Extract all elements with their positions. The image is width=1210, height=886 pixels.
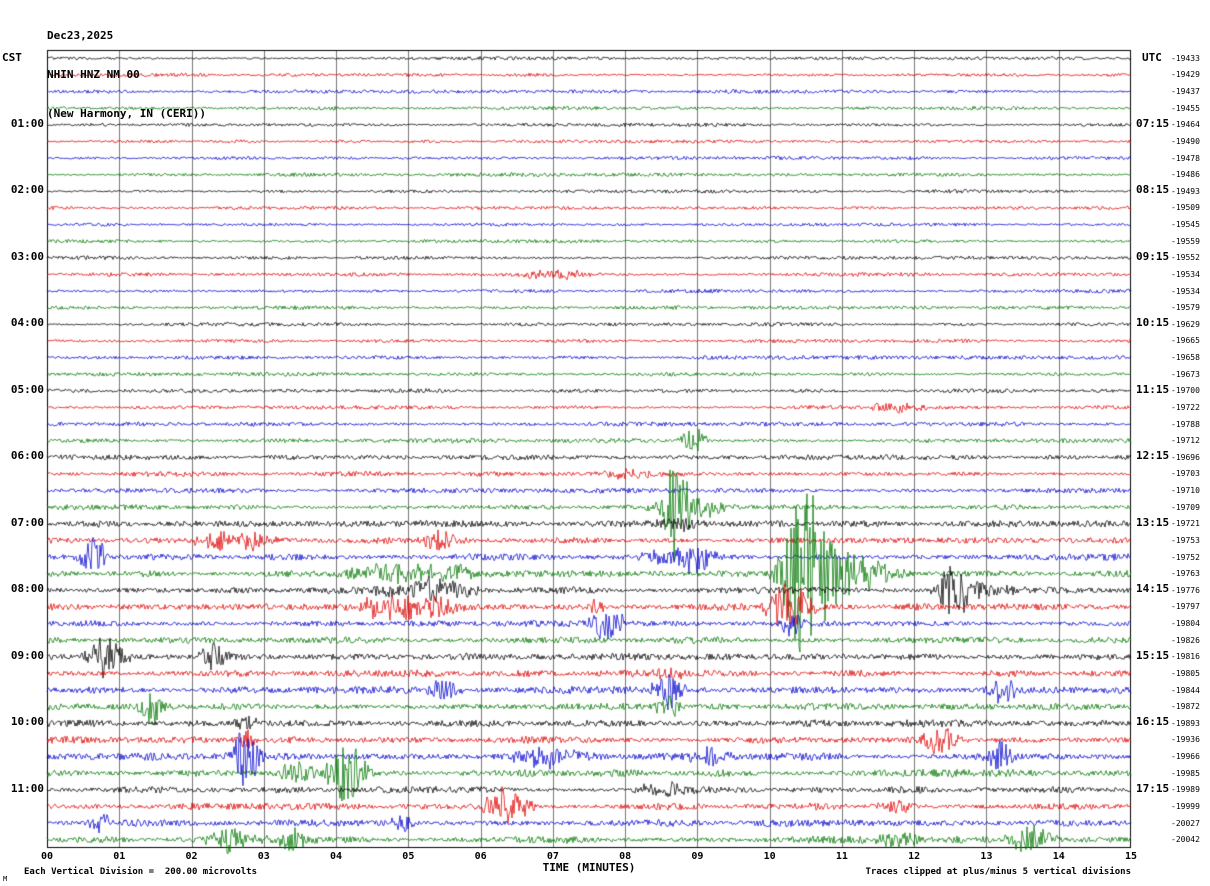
x-tick-label: 13 [980,851,993,862]
baseline-value-label: -19478 [1171,153,1200,163]
baseline-value-label: -19700 [1171,386,1200,396]
baseline-value-label: -19709 [1171,502,1200,512]
x-axis-label: TIME (MINUTES) [542,861,636,874]
right-time-label: 09:15 [1136,249,1170,263]
baseline-value-label: -19985 [1171,768,1200,778]
baseline-value-label: -19788 [1171,419,1200,429]
x-tick-label: 08 [619,851,632,862]
baseline-value-label: -19429 [1171,70,1200,80]
baseline-value-label: -19872 [1171,702,1200,712]
baseline-value-label: -20027 [1171,818,1200,828]
baseline-value-label: -19509 [1171,203,1200,213]
baseline-value-label: -19534 [1171,269,1200,279]
baseline-value-label: -19753 [1171,535,1200,545]
baseline-value-label: -19493 [1171,186,1200,196]
baseline-value-label: -19545 [1171,220,1200,230]
baseline-value-label: -19936 [1171,735,1200,745]
baseline-value-label: -19696 [1171,452,1200,462]
right-time-label: 15:15 [1136,648,1170,662]
right-time-label: 11:15 [1136,382,1170,396]
baseline-value-label: -19437 [1171,87,1200,97]
x-tick-label: 02 [185,851,198,862]
baseline-value-label: -19629 [1171,319,1200,329]
left-time-label: 05:00 [10,382,44,396]
baseline-value-label: -19776 [1171,585,1200,595]
right-time-label: 16:15 [1136,715,1170,729]
x-tick-label: 00 [40,851,54,862]
baseline-value-label: -19804 [1171,619,1200,629]
baseline-value-label: -19712 [1171,436,1200,446]
footer-clip-note: Traces clipped at plus/minus 5 vertical … [865,867,1131,877]
baseline-value-label: -19710 [1171,486,1200,496]
corner-mark: M [3,875,8,883]
baseline-value-label: -19722 [1171,402,1200,412]
baseline-value-label: -19464 [1171,120,1200,130]
right-timezone-header: UTC [1142,51,1162,64]
baseline-value-label: -19797 [1171,602,1200,612]
baseline-value-label: -19534 [1171,286,1200,296]
title-location: (New Harmony, IN (CERI)) [47,107,206,120]
x-tick-label: 14 [1052,851,1065,862]
right-time-label: 08:15 [1136,183,1170,197]
baseline-value-label: -19559 [1171,236,1200,246]
left-time-label: 01:00 [10,116,44,130]
baseline-value-label: -19486 [1171,170,1200,180]
left-time-label: 08:00 [10,582,44,596]
baseline-value-label: -19579 [1171,303,1200,313]
title-date: Dec23,2025 [47,29,114,42]
left-time-label: 06:00 [10,449,44,463]
x-tick-label: 06 [474,851,487,862]
baseline-value-label: -19893 [1171,718,1200,728]
baseline-value-label: -19673 [1171,369,1200,379]
x-tick-label: 11 [835,851,848,862]
baseline-value-label: -19844 [1171,685,1200,695]
baseline-value-label: -19966 [1171,752,1200,762]
baseline-value-label: -19433 [1171,53,1200,63]
baseline-value-label: -19658 [1171,353,1200,363]
x-tick-label: 15 [1124,851,1138,862]
x-tick-label: 10 [763,851,776,862]
right-time-label: 07:15 [1136,116,1170,130]
left-time-label: 04:00 [10,316,44,330]
x-tick-label: 05 [402,851,415,862]
right-time-label: 10:15 [1136,316,1170,330]
baseline-value-label: -19989 [1171,785,1200,795]
baseline-value-label: -20042 [1171,835,1200,845]
baseline-value-label: -19816 [1171,652,1200,662]
left-timezone-header: CST [2,51,22,64]
baseline-value-label: -19721 [1171,519,1200,529]
baseline-value-label: -19490 [1171,136,1200,146]
baseline-value-label: -19752 [1171,552,1200,562]
x-tick-label: 01 [113,851,126,862]
baseline-value-label: -19665 [1171,336,1200,346]
baseline-value-label: -19763 [1171,569,1200,579]
baseline-value-label: -19552 [1171,253,1200,263]
left-time-label: 11:00 [10,781,44,795]
x-tick-label: 07 [546,851,559,862]
left-time-label: 09:00 [10,648,44,662]
title-station: NHIN HNZ NM 00 [47,68,140,81]
footer-scale-note: Each Vertical Division = 200.00 microvol… [24,867,257,877]
baseline-value-label: -19455 [1171,103,1200,113]
left-time-label: 10:00 [10,715,44,729]
left-time-label: 03:00 [10,249,44,263]
x-tick-label: 04 [330,851,343,862]
title-block: Dec23,2025 NHIN HNZ NM 00 (New Harmony, … [47,3,206,133]
x-tick-label: 03 [257,851,270,862]
x-tick-label: 12 [908,851,921,862]
baseline-value-label: -19805 [1171,668,1200,678]
right-time-label: 13:15 [1136,515,1170,529]
right-time-label: 12:15 [1136,449,1170,463]
left-time-label: 07:00 [10,515,44,529]
baseline-value-label: -19703 [1171,469,1200,479]
right-time-label: 17:15 [1136,781,1170,795]
left-time-label: 02:00 [10,183,44,197]
right-time-label: 14:15 [1136,582,1170,596]
baseline-value-label: -19826 [1171,635,1200,645]
x-tick-label: 09 [691,851,704,862]
baseline-value-label: -19999 [1171,801,1200,811]
